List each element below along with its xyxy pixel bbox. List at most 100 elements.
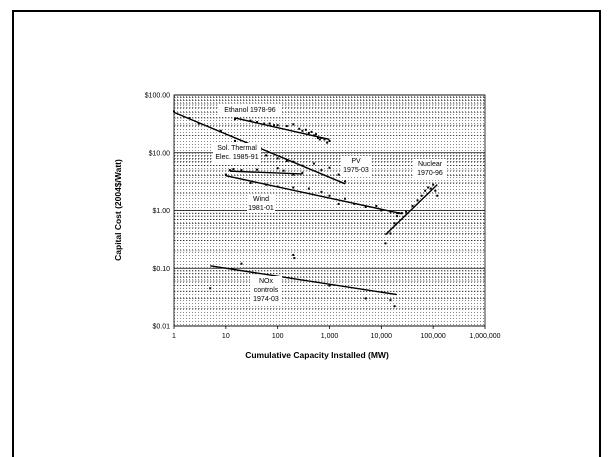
data-point-sol (292, 173, 295, 176)
data-point-ethanol (317, 137, 320, 140)
x-tick-label: 1,000 (321, 333, 339, 340)
data-point-nuclear (393, 222, 396, 225)
data-point-ethanol (328, 139, 331, 142)
data-point-nox (389, 299, 392, 302)
data-point-wind (380, 209, 383, 212)
data-point-sol (276, 167, 279, 170)
data-point-pv (188, 116, 191, 119)
data-point-ethanol (263, 122, 266, 125)
data-point-pv (292, 160, 295, 163)
data-point-wind (344, 197, 347, 200)
series-labels: Ethanol 1978-96 PV 1975-03 Sol. Thermal … (213, 104, 446, 304)
data-point-pv (301, 164, 304, 167)
data-point-pv (265, 154, 268, 157)
data-point-nuclear (416, 199, 419, 202)
data-point-pv (337, 173, 340, 176)
data-point-sol (301, 171, 304, 174)
data-point-sol (228, 169, 231, 172)
data-point-wind (337, 202, 340, 205)
data-point-wind (320, 190, 323, 193)
data-point-ethanol (318, 138, 321, 141)
data-point-pv (197, 122, 200, 125)
data-point-wind (307, 187, 310, 190)
y-tick-label: $10.00 (149, 150, 171, 157)
data-point-nox (240, 262, 243, 265)
data-point-ethanol (298, 127, 301, 130)
data-point-nox (293, 257, 296, 260)
data-point-nuclear (411, 204, 414, 207)
data-point-ethanol (315, 133, 318, 136)
data-point-pv (312, 162, 315, 165)
data-point-ethanol (320, 137, 323, 140)
label-pv-name: PV (351, 158, 361, 165)
data-point-nuclear (420, 194, 423, 197)
data-point-ethanol (292, 123, 295, 126)
data-point-wind (224, 173, 227, 176)
label-pv-years: 1975-03 (343, 167, 369, 174)
label-nuclear-years: 1970-96 (417, 170, 443, 177)
label-nox-desc: controls (254, 287, 279, 294)
data-point-pv (276, 157, 279, 160)
data-points (173, 110, 439, 308)
data-point-ethanol (256, 121, 259, 124)
data-point-nuclear (400, 212, 403, 215)
data-point-ethanol (233, 118, 236, 121)
data-point-wind (328, 194, 331, 197)
trend-line-sol (229, 170, 303, 175)
data-point-nuclear (398, 212, 401, 215)
x-tick-label: 10 (222, 333, 230, 340)
x-axis-label: Cumulative Capacity Installed (MW) (245, 350, 389, 360)
data-point-nox (364, 297, 367, 300)
data-point-ethanol (307, 131, 310, 134)
y-tick-label: $0.10 (152, 266, 170, 273)
data-point-wind (249, 181, 252, 184)
data-point-ethanol (268, 122, 271, 125)
data-point-nuclear (434, 189, 437, 192)
data-point-nuclear (436, 194, 439, 197)
x-tick-label: 100 (272, 333, 284, 340)
data-point-wind (292, 186, 295, 189)
data-point-nuclear (424, 189, 427, 192)
data-point-wind (395, 212, 398, 215)
data-point-ethanol (301, 129, 304, 132)
data-point-ethanol (273, 124, 276, 127)
data-point-nuclear (405, 210, 408, 213)
trend-line-nuclear (384, 184, 438, 236)
label-ethanol: Ethanol 1978-96 (224, 107, 275, 114)
data-point-nuclear (384, 242, 387, 245)
data-point-pv (285, 159, 288, 162)
y-axis-label: Capital Cost (2004$/Watt) (113, 159, 123, 261)
label-solar-years: Elec. 1985-91 (215, 154, 258, 161)
data-point-nuclear (429, 187, 432, 190)
data-point-nuclear (395, 215, 398, 218)
data-point-pv (328, 166, 331, 169)
data-point-ethanol (249, 119, 252, 122)
data-point-nox (393, 305, 396, 308)
label-solar-name: Sol. Thermal (217, 145, 257, 152)
x-tick-label: 10,000 (371, 333, 393, 340)
data-point-nuclear (427, 186, 430, 189)
data-point-wind (364, 205, 367, 208)
data-point-pv (173, 110, 175, 113)
data-point-sol (240, 169, 243, 172)
data-point-nox (209, 287, 212, 290)
x-tick-label: 1,000,000 (469, 333, 500, 340)
data-point-ethanol (285, 125, 288, 128)
data-point-wind (389, 210, 392, 213)
tick-labels: 1 10 100 1,000 10,000 100,000 1,000,000 $0.01 $0… (145, 93, 501, 341)
data-point-ethanol (310, 130, 313, 133)
axes (173, 94, 486, 329)
y-tick-label: $100.00 (145, 93, 170, 100)
data-point-nuclear (432, 183, 435, 186)
label-wind-name: Wind (253, 196, 269, 203)
data-point-wind (353, 202, 356, 205)
data-point-wind (375, 204, 378, 207)
data-point-sol (256, 168, 259, 171)
data-point-pv (344, 180, 347, 183)
label-nuclear-name: Nuclear (418, 161, 443, 168)
data-point-pv (320, 169, 323, 172)
trend-line-nox (210, 265, 398, 296)
data-point-pv (219, 129, 222, 132)
data-point-ethanol (323, 138, 326, 141)
